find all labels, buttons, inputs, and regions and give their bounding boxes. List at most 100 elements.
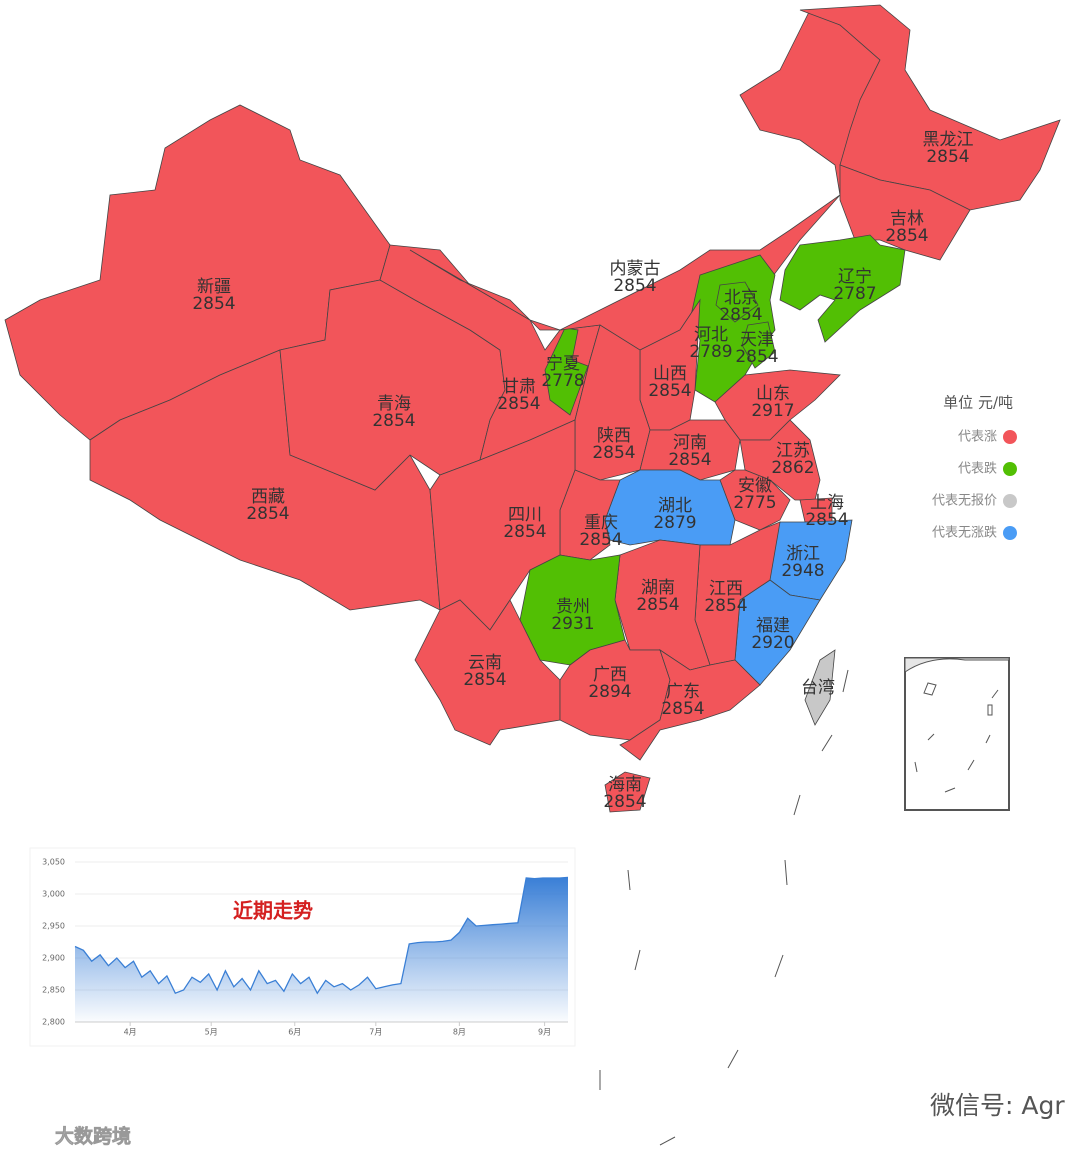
- x-tick-label: 6月: [288, 1028, 301, 1037]
- y-tick-label: 2,800: [42, 1018, 65, 1027]
- y-tick-label: 3,000: [42, 890, 65, 899]
- province-name: 贵州: [556, 597, 590, 617]
- watermark-wechat: 微信号: Agrobate: [930, 1091, 1065, 1120]
- legend-swatch: [1003, 430, 1017, 444]
- province-value: 2854: [735, 347, 778, 367]
- x-tick-label: 4月: [124, 1028, 137, 1037]
- province-name: 宁夏: [546, 354, 580, 374]
- province-name: 甘肃: [502, 377, 536, 397]
- nanhai-inset: [599, 657, 1010, 1146]
- area: [75, 877, 568, 1022]
- province-value: 2854: [805, 510, 848, 530]
- province-name: 新疆: [197, 277, 231, 297]
- legend-label: 代表涨: [958, 430, 997, 445]
- province-value: 2778: [541, 371, 584, 391]
- province-value: 2854: [613, 276, 656, 296]
- province-value: 2920: [751, 633, 794, 653]
- province-name: 浙江: [786, 544, 820, 564]
- map: 新疆2854西藏2854青海2854甘肃2854宁夏2778内蒙古2854黑龙江…: [4, 4, 1061, 813]
- y-tick-label: 2,950: [42, 922, 65, 931]
- province-name: 内蒙古: [610, 259, 661, 279]
- line: [74, 876, 569, 995]
- province-value: 2854: [503, 522, 546, 542]
- province: [604, 771, 651, 813]
- province-value: 2854: [648, 381, 691, 401]
- legend-label: 代表无涨跌: [932, 525, 997, 541]
- province-value: 2854: [372, 411, 415, 431]
- province: [574, 324, 651, 481]
- province-name: 河南: [673, 433, 707, 453]
- province-value: 2854: [704, 596, 747, 616]
- province-name: 陕西: [597, 426, 631, 446]
- y-tick-label: 2,850: [42, 986, 65, 995]
- legend-swatch: [1003, 494, 1017, 508]
- province-value: 2917: [751, 401, 794, 421]
- province: [741, 321, 776, 369]
- province-value: 2787: [833, 284, 876, 304]
- province-value: 2854: [463, 670, 506, 690]
- province-name: 河北: [694, 325, 728, 345]
- province-value: 2894: [588, 682, 631, 702]
- province-value: 2854: [246, 504, 289, 524]
- legend-swatch: [1003, 462, 1017, 476]
- province: [839, 164, 971, 261]
- y-tick-label: 3,050: [42, 858, 65, 867]
- province-name: 江西: [709, 579, 743, 599]
- province-name: 江苏: [776, 441, 810, 461]
- x-tick-label: 9月: [538, 1028, 551, 1037]
- province: [619, 649, 761, 761]
- province-value: 2789: [689, 342, 732, 362]
- province-value: 2854: [192, 294, 235, 314]
- watermark-logo: 大数跨境: [55, 1125, 131, 1148]
- province: [799, 4, 1061, 211]
- x-tick-label: 8月: [453, 1028, 466, 1037]
- province-name: 青海: [377, 394, 411, 414]
- province-name: 吉林: [890, 209, 924, 229]
- y-tick-label: 2,900: [42, 954, 65, 963]
- province-name: 上海: [810, 493, 844, 513]
- province-name: 广东: [666, 682, 700, 702]
- legend-label: 代表无报价: [932, 494, 997, 509]
- province-name: 台湾: [801, 678, 835, 698]
- province-name: 天津: [740, 330, 774, 350]
- province: [779, 234, 906, 343]
- x-tick-label: 5月: [205, 1028, 218, 1037]
- province-name: 西藏: [251, 487, 285, 507]
- province-value: 2854: [926, 147, 969, 167]
- province-value: 2854: [592, 443, 635, 463]
- province-value: 2879: [653, 513, 696, 533]
- province-value: 2862: [771, 458, 814, 478]
- legend-title: 单位 元/吨: [943, 394, 1013, 412]
- province-name: 安徽: [738, 476, 772, 496]
- province-value: 2854: [579, 530, 622, 550]
- legend-swatch: [1003, 526, 1017, 540]
- province-name: 四川: [508, 505, 542, 525]
- province-name: 湖北: [658, 496, 692, 516]
- province-value: 2854: [636, 595, 679, 615]
- x-tick-label: 7月: [369, 1028, 382, 1037]
- chart-title: 近期走势: [233, 899, 313, 923]
- province-name: 黑龙江: [923, 130, 974, 150]
- province-value: 2854: [497, 394, 540, 414]
- province-name: 海南: [608, 775, 642, 795]
- province-value: 2854: [603, 792, 646, 812]
- province-name: 湖南: [641, 578, 675, 598]
- trend-chart: 2,800 2,850 2,900 2,950 3,000 3,050 4月 5月 6月 7月 8月…: [29, 847, 576, 1047]
- province-name: 重庆: [584, 513, 618, 533]
- province-value: 2854: [668, 450, 711, 470]
- province-name: 广西: [593, 665, 627, 685]
- province-name: 辽宁: [838, 267, 872, 287]
- province-value: 2948: [781, 561, 824, 581]
- province-name: 山西: [653, 364, 687, 384]
- province: [804, 649, 836, 726]
- province-value: 2854: [661, 699, 704, 719]
- province: [715, 281, 759, 323]
- province-value: 2931: [551, 614, 594, 634]
- province: [604, 469, 736, 546]
- province: [544, 327, 589, 416]
- province-name: 云南: [468, 653, 502, 673]
- province-value: 2854: [885, 226, 928, 246]
- province-name: 福建: [756, 616, 790, 636]
- province-name: 北京: [724, 288, 758, 308]
